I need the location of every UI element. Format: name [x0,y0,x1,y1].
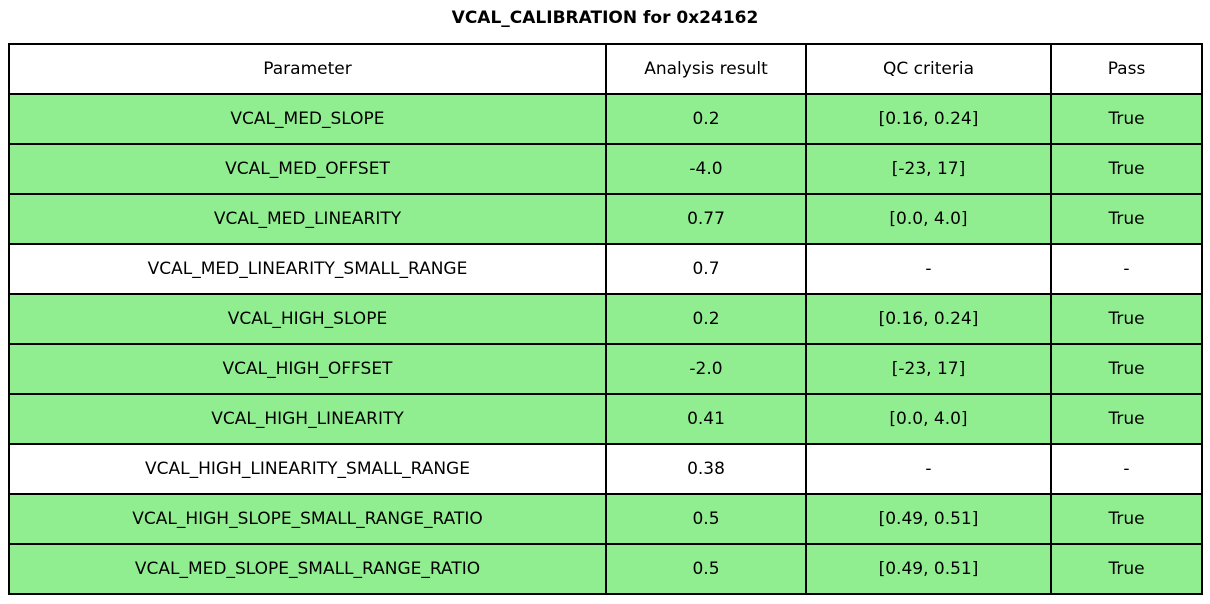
result-cell: 0.2 [605,93,807,145]
pass-cell: True [1050,543,1203,595]
criteria-cell: [0.49, 0.51] [805,493,1052,545]
param-cell: VCAL_MED_SLOPE_SMALL_RANGE_RATIO [8,543,607,595]
param-cell: VCAL_HIGH_LINEARITY_SMALL_RANGE [8,443,607,495]
table-row: VCAL_MED_OFFSET -4.0 [-23, 17] True [8,143,1203,195]
table-row: VCAL_HIGH_LINEARITY_SMALL_RANGE 0.38 - - [8,443,1203,495]
criteria-cell: [0.16, 0.24] [805,293,1052,345]
table-row: VCAL_MED_LINEARITY 0.77 [0.0, 4.0] True [8,193,1203,245]
column-header-qc-criteria: QC criteria [805,43,1052,95]
result-cell: 0.2 [605,293,807,345]
param-cell: VCAL_MED_SLOPE [8,93,607,145]
criteria-cell: - [805,243,1052,295]
criteria-cell: [-23, 17] [805,143,1052,195]
result-cell: 0.7 [605,243,807,295]
criteria-cell: [0.0, 4.0] [805,393,1052,445]
column-header-pass: Pass [1050,43,1203,95]
param-cell: VCAL_HIGH_LINEARITY [8,393,607,445]
pass-cell: - [1050,443,1203,495]
column-header-parameter: Parameter [8,43,607,95]
pass-cell: True [1050,393,1203,445]
param-cell: VCAL_MED_LINEARITY_SMALL_RANGE [8,243,607,295]
param-cell: VCAL_HIGH_OFFSET [8,343,607,395]
result-cell: 0.38 [605,443,807,495]
param-cell: VCAL_MED_OFFSET [8,143,607,195]
result-cell: 0.41 [605,393,807,445]
criteria-cell: [0.0, 4.0] [805,193,1052,245]
param-cell: VCAL_HIGH_SLOPE [8,293,607,345]
pass-cell: - [1050,243,1203,295]
pass-cell: True [1050,293,1203,345]
result-cell: -2.0 [605,343,807,395]
result-cell: 0.5 [605,493,807,545]
table-row: VCAL_HIGH_SLOPE 0.2 [0.16, 0.24] True [8,293,1203,345]
pass-cell: True [1050,193,1203,245]
table-header-row: Parameter Analysis result QC criteria Pa… [8,43,1203,95]
table-row: VCAL_MED_SLOPE_SMALL_RANGE_RATIO 0.5 [0.… [8,543,1203,595]
table-row: VCAL_HIGH_SLOPE_SMALL_RANGE_RATIO 0.5 [0… [8,493,1203,545]
criteria-cell: [0.49, 0.51] [805,543,1052,595]
param-cell: VCAL_MED_LINEARITY [8,193,607,245]
pass-cell: True [1050,93,1203,145]
pass-cell: True [1050,143,1203,195]
pass-cell: True [1050,343,1203,395]
table-row: VCAL_MED_SLOPE 0.2 [0.16, 0.24] True [8,93,1203,145]
result-cell: 0.77 [605,193,807,245]
table-row: VCAL_MED_LINEARITY_SMALL_RANGE 0.7 - - [8,243,1203,295]
criteria-cell: - [805,443,1052,495]
table-row: VCAL_HIGH_LINEARITY 0.41 [0.0, 4.0] True [8,393,1203,445]
qc-results-table: Parameter Analysis result QC criteria Pa… [8,43,1203,595]
pass-cell: True [1050,493,1203,545]
param-cell: VCAL_HIGH_SLOPE_SMALL_RANGE_RATIO [8,493,607,545]
result-cell: -4.0 [605,143,807,195]
column-header-analysis-result: Analysis result [605,43,807,95]
result-cell: 0.5 [605,543,807,595]
criteria-cell: [-23, 17] [805,343,1052,395]
page-title: VCAL_CALIBRATION for 0x24162 [451,8,759,28]
table-row: VCAL_HIGH_OFFSET -2.0 [-23, 17] True [8,343,1203,395]
criteria-cell: [0.16, 0.24] [805,93,1052,145]
